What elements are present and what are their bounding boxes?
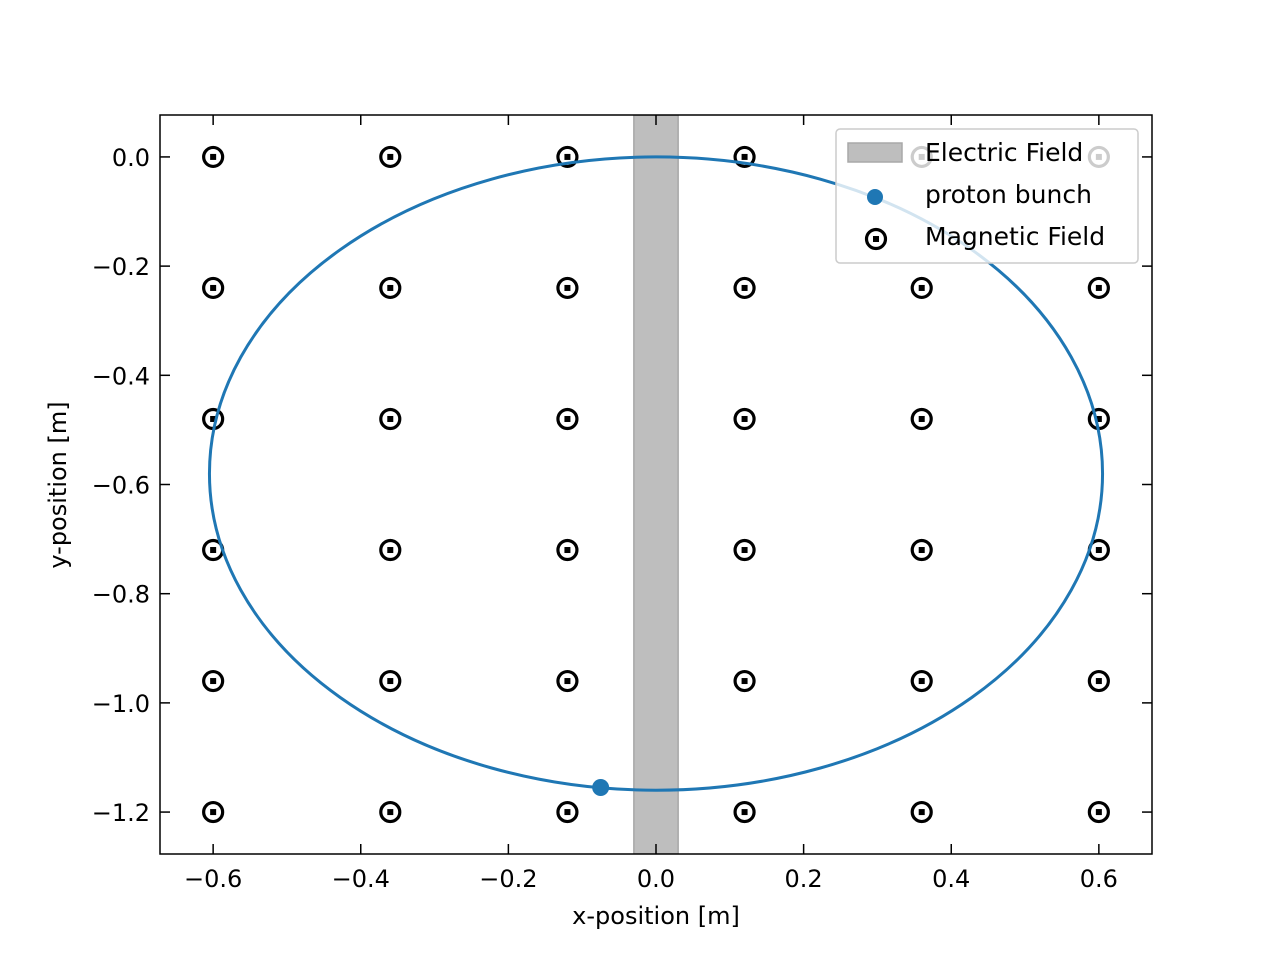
legend-proton-bunch-marker bbox=[867, 189, 883, 205]
y-tick-label: −0.4 bbox=[92, 362, 150, 390]
magnetic-field-marker bbox=[912, 278, 931, 297]
magnetic-field-dot bbox=[742, 154, 748, 160]
x-tick-label: −0.4 bbox=[332, 865, 390, 893]
x-tick-label: 0.0 bbox=[637, 865, 675, 893]
magnetic-field-dot bbox=[564, 809, 570, 815]
magnetic-field-dot bbox=[387, 678, 393, 684]
magnetic-field-marker bbox=[381, 672, 400, 691]
magnetic-field-marker bbox=[1089, 672, 1108, 691]
magnetic-field-marker bbox=[912, 409, 931, 428]
magnetic-field-marker bbox=[381, 409, 400, 428]
magnetic-field-dot bbox=[1096, 678, 1102, 684]
legend-proton-bunch-label: proton bunch bbox=[925, 180, 1092, 209]
y-tick-label: −1.0 bbox=[92, 690, 150, 718]
magnetic-field-marker bbox=[912, 672, 931, 691]
legend: Electric Field proton bunch Magnetic Fie… bbox=[836, 129, 1138, 263]
magnetic-field-dot bbox=[1096, 547, 1102, 553]
magnetic-field-dot bbox=[387, 416, 393, 422]
magnetic-field-dot bbox=[742, 678, 748, 684]
legend-magnetic-dot bbox=[873, 236, 879, 242]
magnetic-field-dot bbox=[387, 154, 393, 160]
magnetic-field-marker bbox=[381, 803, 400, 822]
magnetic-field-dot bbox=[1096, 285, 1102, 291]
magnetic-field-dot bbox=[919, 809, 925, 815]
magnetic-field-marker bbox=[735, 672, 754, 691]
magnetic-field-dot bbox=[210, 285, 216, 291]
proton-bunch-point bbox=[592, 779, 609, 796]
y-tick-label: −0.2 bbox=[92, 253, 150, 281]
magnetic-field-dot bbox=[919, 416, 925, 422]
y-axis-label: y-position [m] bbox=[44, 401, 72, 568]
magnetic-field-marker bbox=[912, 541, 931, 560]
x-tick-label: −0.6 bbox=[184, 865, 242, 893]
magnetic-field-dot bbox=[919, 678, 925, 684]
magnetic-field-marker bbox=[204, 803, 223, 822]
y-tick-label: −0.8 bbox=[92, 581, 150, 609]
y-tick-label: −1.2 bbox=[92, 799, 150, 827]
magnetic-field-marker bbox=[381, 147, 400, 166]
magnetic-field-dot bbox=[742, 809, 748, 815]
x-tick-label: 0.2 bbox=[785, 865, 823, 893]
magnetic-field-marker bbox=[381, 541, 400, 560]
magnetic-field-marker bbox=[558, 541, 577, 560]
magnetic-field-marker bbox=[381, 278, 400, 297]
magnetic-field-dot bbox=[564, 547, 570, 553]
magnetic-field-marker bbox=[1089, 278, 1108, 297]
electric-field-band bbox=[634, 115, 678, 854]
magnetic-field-marker bbox=[558, 672, 577, 691]
magnetic-field-dot bbox=[210, 154, 216, 160]
magnetic-field-marker bbox=[735, 278, 754, 297]
magnetic-field-dot bbox=[564, 416, 570, 422]
magnetic-field-dot bbox=[210, 547, 216, 553]
magnetic-field-dot bbox=[742, 285, 748, 291]
magnetic-field-marker bbox=[735, 541, 754, 560]
magnetic-field-marker bbox=[558, 803, 577, 822]
legend-electric-field-swatch bbox=[848, 143, 902, 162]
magnetic-field-marker bbox=[735, 409, 754, 428]
legend-electric-field-label: Electric Field bbox=[925, 138, 1083, 167]
magnetic-field-dot bbox=[210, 678, 216, 684]
magnetic-field-marker bbox=[1089, 803, 1108, 822]
x-tick-label: 0.6 bbox=[1080, 865, 1118, 893]
magnetic-field-dot bbox=[742, 416, 748, 422]
magnetic-field-dot bbox=[1096, 809, 1102, 815]
magnetic-field-marker bbox=[204, 672, 223, 691]
magnetic-field-dot bbox=[564, 678, 570, 684]
magnetic-field-marker bbox=[204, 147, 223, 166]
y-tick-label: −0.6 bbox=[92, 472, 150, 500]
magnetic-field-marker bbox=[912, 803, 931, 822]
magnetic-field-dot bbox=[564, 285, 570, 291]
x-tick-label: 0.4 bbox=[932, 865, 970, 893]
magnetic-field-dot bbox=[919, 547, 925, 553]
magnetic-field-marker bbox=[735, 803, 754, 822]
legend-magnetic-field-label: Magnetic Field bbox=[925, 222, 1105, 251]
magnetic-field-dot bbox=[919, 285, 925, 291]
magnetic-field-dot bbox=[564, 154, 570, 160]
magnetic-field-marker bbox=[558, 409, 577, 428]
y-tick-label: 0.0 bbox=[112, 144, 150, 172]
magnetic-field-dot bbox=[387, 547, 393, 553]
magnetic-field-dot bbox=[387, 285, 393, 291]
magnetic-field-dot bbox=[742, 547, 748, 553]
magnetic-field-marker bbox=[558, 278, 577, 297]
x-axis-label: x-position [m] bbox=[572, 902, 740, 930]
x-tick-label: −0.2 bbox=[479, 865, 537, 893]
magnetic-field-dot bbox=[387, 809, 393, 815]
magnetic-field-marker bbox=[204, 278, 223, 297]
magnetic-field-dot bbox=[210, 809, 216, 815]
